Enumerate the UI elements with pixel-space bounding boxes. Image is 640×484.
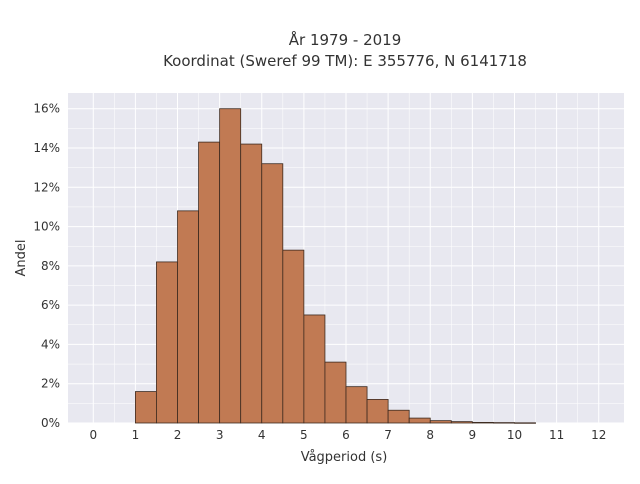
y-tick-labels: 0% 2% 4% 6% 8% 10% 12% 14% 16% bbox=[33, 102, 60, 430]
histogram-bar bbox=[493, 422, 515, 424]
histogram-bar bbox=[261, 163, 284, 424]
x-tick-label: 1 bbox=[132, 428, 140, 442]
x-tick-label: 9 bbox=[469, 428, 477, 442]
histogram-bar bbox=[219, 108, 242, 424]
bars bbox=[134, 108, 536, 424]
y-axis-label: Andel bbox=[14, 240, 29, 277]
histogram-bar bbox=[134, 391, 157, 424]
x-tick-label: 10 bbox=[507, 428, 522, 442]
histogram-bar bbox=[408, 417, 431, 424]
histogram-bar bbox=[240, 143, 263, 424]
y-tick-label: 14% bbox=[33, 141, 60, 155]
chart-title: År 1979 - 2019 bbox=[289, 30, 402, 49]
histogram-bar bbox=[429, 420, 452, 424]
x-axis-label: Vågperiod (s) bbox=[301, 450, 388, 465]
y-tick-label: 6% bbox=[41, 298, 60, 312]
x-tick-label: 3 bbox=[216, 428, 224, 442]
histogram-bar bbox=[450, 421, 473, 424]
histogram-bar bbox=[303, 314, 326, 424]
y-tick-label: 2% bbox=[41, 377, 60, 391]
histogram-bar bbox=[471, 422, 494, 424]
histogram-bar bbox=[198, 141, 221, 424]
histogram-bar bbox=[324, 361, 347, 424]
y-tick-label: 8% bbox=[41, 259, 60, 273]
x-tick-label: 0 bbox=[89, 428, 97, 442]
chart-subtitle: Koordinat (Sweref 99 TM): E 355776, N 61… bbox=[163, 52, 527, 70]
histogram-bar bbox=[514, 422, 536, 424]
x-tick-label: 6 bbox=[342, 428, 350, 442]
histogram-bar bbox=[345, 386, 368, 424]
x-tick-label: 7 bbox=[384, 428, 392, 442]
x-tick-label: 8 bbox=[426, 428, 434, 442]
y-tick-label: 4% bbox=[41, 337, 60, 351]
y-tick-label: 12% bbox=[33, 180, 60, 194]
x-tick-label: 4 bbox=[258, 428, 266, 442]
x-tick-label: 2 bbox=[174, 428, 182, 442]
histogram-bar bbox=[177, 210, 199, 424]
y-tick-label: 0% bbox=[41, 416, 60, 430]
histogram-bar bbox=[282, 249, 305, 424]
y-tick-label: 16% bbox=[33, 102, 60, 116]
y-tick-label: 10% bbox=[33, 220, 60, 234]
histogram-bar bbox=[387, 409, 410, 424]
histogram-bar bbox=[156, 261, 178, 424]
x-tick-label: 11 bbox=[549, 428, 564, 442]
x-tick-label: 12 bbox=[591, 428, 606, 442]
x-tick-labels: 0 1 2 3 4 5 6 7 8 9 10 11 12 bbox=[89, 428, 606, 442]
histogram-bar bbox=[366, 399, 389, 424]
x-tick-label: 5 bbox=[300, 428, 308, 442]
